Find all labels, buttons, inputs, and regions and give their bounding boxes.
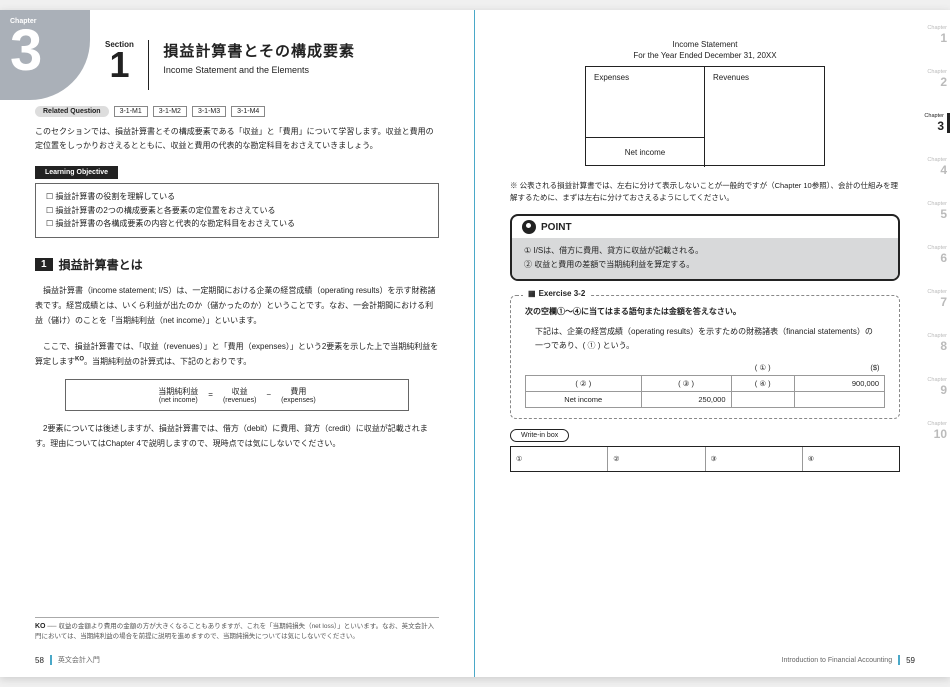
table-row: ( ② ) ( ③ ) ( ④ ) 900,000 [526, 376, 885, 392]
chapter-tab[interactable]: Chapter4 [922, 157, 950, 177]
book-spread: Chapter 3 Section 1 損益計算書とその構成要素 Income … [0, 10, 950, 677]
body-paragraph: ここで、損益計算書では、「収益（revenues）」と「費用（expenses）… [35, 339, 439, 369]
related-q: 3-1-M3 [192, 106, 226, 117]
point-box: POINT ① I/Sは、借方に費用、貸方に収益が記載される。 ② 収益と費用の… [510, 214, 900, 281]
chapter-tab[interactable]: Chapter8 [922, 333, 950, 353]
section-title-en: Income Statement and the Elements [163, 65, 355, 75]
writein-cell: ③ [706, 447, 803, 471]
related-q: 3-1-M4 [231, 106, 265, 117]
related-q: 3-1-M1 [114, 106, 148, 117]
divider [148, 40, 150, 90]
equation-box: 当期純利益(net income) = 収益(revenues) − 費用(ex… [65, 379, 409, 411]
subheading: 1 損益計算書とは [35, 256, 439, 273]
writein-cell: ① [511, 447, 608, 471]
is-title: Income Statement [585, 40, 825, 49]
point-item: ① I/Sは、借方に費用、貸方に収益が記載される。 [524, 244, 886, 258]
exercise-table: ( ① ) ($) ( ② ) ( ③ ) ( ④ ) 900,000 Net … [525, 360, 885, 408]
exercise-description: 下記は、企業の経営成績（operating results）を示すための財務諸表… [525, 325, 885, 352]
learning-objective-box: 損益計算書の役割を理解している 損益計算書の2つの構成要素と各要素の定位置をおさ… [35, 183, 439, 238]
learning-objective-head: Learning Objective [35, 166, 118, 179]
exercise-icon: ▦ [528, 289, 536, 298]
writein-cell: ④ [803, 447, 899, 471]
chapter-tab[interactable]: Chapter9 [922, 377, 950, 397]
lo-item: 損益計算書の役割を理解している [46, 190, 428, 204]
chapter-tab[interactable]: Chapter2 [922, 69, 950, 89]
point-body: ① I/Sは、借方に費用、貸方に収益が記載される。 ② 収益と費用の差額で当期純… [512, 238, 898, 279]
chapter-tabs: Chapter1 Chapter2 Chapter3 Chapter4 Chapter5… [922, 25, 950, 441]
pin-icon [522, 220, 536, 234]
section-number: 1 [105, 49, 134, 81]
page-number-right: Introduction to Financial Accounting 59 [782, 655, 915, 665]
chapter-badge: Chapter 3 [0, 10, 90, 100]
writein-label: Write-in box [510, 429, 569, 442]
footnote-key: KO [35, 623, 46, 630]
subheading-num: 1 [35, 258, 53, 271]
writein-box: ① ② ③ ④ [510, 446, 900, 472]
footnote-ref: KO [75, 356, 84, 362]
related-label: Related Question [35, 106, 109, 117]
page-number-left: 58 英文会計入門 [35, 655, 100, 665]
chapter-tab[interactable]: Chapter7 [922, 289, 950, 309]
is-subtitle: For the Year Ended December 31, 20XX [585, 51, 825, 60]
is-box: Expenses Revenues Net income [585, 66, 825, 166]
chapter-tab[interactable]: Chapter6 [922, 245, 950, 265]
chapter-tab[interactable]: Chapter5 [922, 201, 950, 221]
chapter-tab[interactable]: Chapter1 [922, 25, 950, 45]
note-text: 公表される損益計算書では、左右に分けて表示しないことが一般的ですが（Chapte… [510, 180, 900, 204]
page-num-bar [898, 655, 900, 665]
lo-item: 損益計算書の2つの構成要素と各要素の定位置をおさえている [46, 204, 428, 218]
body-paragraph: 損益計算書（income statement; I/S）は、一定期間における企業… [35, 283, 439, 329]
page-num-bar [50, 655, 52, 665]
intro-text: このセクションでは、損益計算書とその構成要素である「収益」と「費用」について学習… [35, 125, 439, 152]
related-q: 3-1-M2 [153, 106, 187, 117]
footnote: KO ── 収益の金額より費用の金額の方が大きくなることもありますが、これを「当… [35, 617, 439, 642]
table-row: Net income 250,000 [526, 392, 885, 408]
chapter-number: 3 [10, 25, 90, 77]
revenues-cell: Revenues [705, 67, 824, 167]
income-statement-diagram: Income Statement For the Year Ended Dece… [585, 40, 825, 166]
chapter-tab[interactable]: Chapter3 [922, 113, 950, 133]
page-left: Chapter 3 Section 1 損益計算書とその構成要素 Income … [0, 10, 475, 677]
section-title-jp: 損益計算書とその構成要素 [163, 40, 355, 61]
point-header: POINT [512, 216, 898, 238]
subheading-text: 損益計算書とは [59, 256, 143, 273]
body-paragraph: 2要素については後述しますが、損益計算書では、借方（debit）に費用、貸方（c… [35, 421, 439, 451]
writein-cell: ② [608, 447, 705, 471]
page-right: Income Statement For the Year Ended Dece… [475, 10, 950, 677]
exercise-question: 次の空欄①〜④に当てはまる語句または金額を答えなさい。 [525, 306, 885, 317]
related-questions: Related Question 3-1-M1 3-1-M2 3-1-M3 3-… [35, 106, 439, 117]
expenses-cell: Expenses [586, 67, 705, 137]
chapter-tab[interactable]: Chapter10 [922, 421, 950, 441]
section-header: Section 1 損益計算書とその構成要素 Income Statement … [105, 40, 439, 90]
exercise-label: ▦ Exercise 3-2 [523, 289, 590, 298]
writein-section: Write-in box ① ② ③ ④ [510, 429, 900, 472]
net-income-cell: Net income [586, 137, 705, 167]
lo-item: 損益計算書の各構成要素の内容と代表的な勘定科目をおさえている [46, 217, 428, 231]
exercise-box: ▦ Exercise 3-2 次の空欄①〜④に当てはまる語句または金額を答えなさ… [510, 295, 900, 419]
point-item: ② 収益と費用の差額で当期純利益を算定する。 [524, 258, 886, 272]
